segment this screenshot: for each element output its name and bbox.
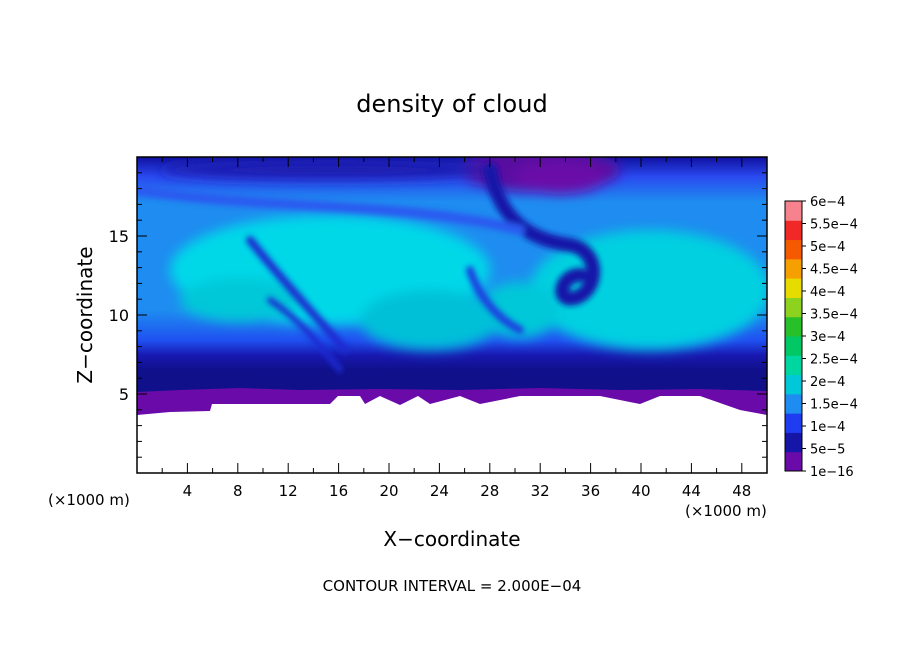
x-tick-label: 28 bbox=[480, 482, 499, 500]
colorbar-swatch bbox=[785, 393, 802, 414]
colorbar-label: 3.5e−4 bbox=[810, 308, 858, 323]
x-tick-label: 40 bbox=[631, 482, 650, 500]
x-tick-label: 48 bbox=[732, 482, 751, 500]
colorbar-swatch bbox=[785, 451, 802, 472]
colorbar-swatch bbox=[785, 258, 802, 279]
colorbar-swatch bbox=[785, 355, 802, 376]
colorbar-label: 1.5e−4 bbox=[810, 398, 858, 413]
colorbar-label: 2.5e−4 bbox=[810, 353, 858, 368]
colorbar-label: 2e−4 bbox=[810, 375, 845, 390]
y-axis-label: Z−coordinate bbox=[73, 246, 97, 383]
x-tick-label: 16 bbox=[329, 482, 348, 500]
colorbar-label: 6e−4 bbox=[810, 195, 845, 210]
y-tick-label: 10 bbox=[109, 306, 129, 325]
cloud-density-field bbox=[137, 157, 767, 473]
colorbar-swatch bbox=[785, 316, 802, 337]
colorbar: 1e−16 5e−5 1e−4 1.5e−4 2e−4 2.5e−4 3e−4 3.5e−4 4… bbox=[784, 195, 858, 480]
x-tick-label: 44 bbox=[682, 482, 701, 500]
x-unit-left: (×1000 m) bbox=[48, 491, 130, 509]
x-tick-label: 20 bbox=[379, 482, 398, 500]
colorbar-swatch bbox=[785, 336, 802, 356]
colorbar-label: 3e−4 bbox=[810, 330, 845, 345]
x-unit-right: (×1000 m) bbox=[685, 502, 767, 520]
x-tick-label: 8 bbox=[233, 482, 243, 500]
colorbar-label: 5e−5 bbox=[810, 443, 845, 458]
colorbar-swatch bbox=[785, 220, 802, 241]
y-tick-label: 5 bbox=[119, 385, 129, 404]
chart-title: density of cloud bbox=[356, 90, 547, 118]
colorbar-label: 4.5e−4 bbox=[810, 263, 858, 278]
colorbar-swatch bbox=[785, 278, 802, 298]
x-axis-ticks: 4 8 12 16 20 24 28 32 36 40 44 48 bbox=[161, 157, 751, 500]
colorbar-swatch bbox=[785, 239, 802, 260]
colorbar-swatch bbox=[785, 413, 802, 433]
x-tick-label: 24 bbox=[430, 482, 449, 500]
x-tick-label: 12 bbox=[279, 482, 298, 500]
x-axis-label: X−coordinate bbox=[383, 527, 520, 551]
colorbar-label: 4e−4 bbox=[810, 285, 845, 300]
x-tick-label: 4 bbox=[183, 482, 193, 500]
colorbar-swatch bbox=[785, 374, 802, 395]
y-axis-ticks: 5 10 15 bbox=[109, 172, 767, 458]
colorbar-label: 5.5e−4 bbox=[810, 218, 858, 233]
x-tick-label: 36 bbox=[581, 482, 600, 500]
y-tick-label: 15 bbox=[109, 227, 129, 246]
contour-interval: CONTOUR INTERVAL = 2.000E−04 bbox=[323, 577, 582, 595]
colorbar-label: 1e−4 bbox=[810, 420, 845, 435]
colorbar-swatch bbox=[785, 297, 802, 318]
x-tick-label: 32 bbox=[531, 482, 550, 500]
colorbar-swatch bbox=[785, 432, 802, 453]
colorbar-label: 5e−4 bbox=[810, 240, 845, 255]
colorbar-label: 1e−16 bbox=[810, 465, 854, 480]
colorbar-swatch bbox=[785, 201, 802, 221]
